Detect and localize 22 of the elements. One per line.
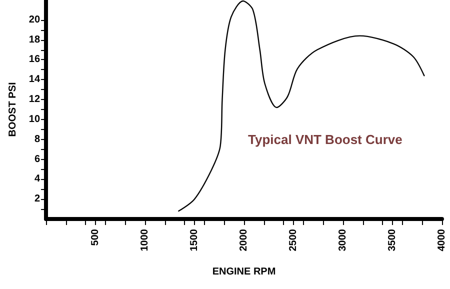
y-tick-label: 8 <box>34 134 40 145</box>
x-tick-label: 2500 <box>288 228 300 252</box>
y-tick-label: 12 <box>28 94 40 106</box>
y-tick-label: 14 <box>28 74 40 86</box>
y-tick-label: 16 <box>28 54 40 66</box>
x-tick-label: 3000 <box>338 228 349 252</box>
y-tick-label: 2 <box>34 194 40 205</box>
y-tick-label: 6 <box>34 154 40 165</box>
x-axis-title: ENGINE RPM <box>212 266 276 278</box>
x-tick-label: 3500 <box>387 228 398 252</box>
x-tick-label: 2000 <box>238 228 250 252</box>
x-tick-label: 1500 <box>189 228 200 252</box>
x-tick-label: 4000 <box>436 228 448 252</box>
y-tick-label: 10 <box>28 114 40 125</box>
x-tick-label: 500 <box>90 228 102 246</box>
y-tick-label: 18 <box>28 34 40 46</box>
line-series <box>178 0 425 212</box>
y-tick-label: 4 <box>34 174 40 185</box>
y-axis-title: BOOST PSI <box>8 82 18 137</box>
x-tick-label: 1000 <box>140 228 151 252</box>
annotation: Typical VNT Boost Curve <box>248 132 402 147</box>
y-tick-label: 20 <box>28 14 40 26</box>
